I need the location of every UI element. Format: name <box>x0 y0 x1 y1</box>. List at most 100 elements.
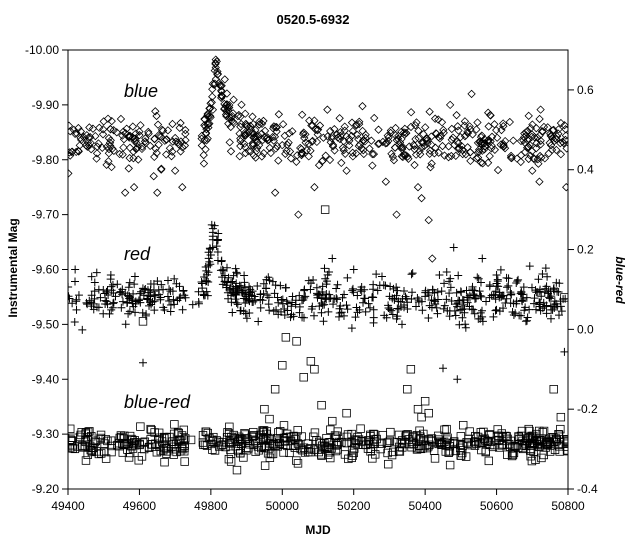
x-tick-label: 49600 <box>123 499 157 513</box>
data-point-red <box>435 270 444 279</box>
data-point-blue <box>436 131 446 141</box>
data-point-red <box>231 290 240 299</box>
data-point-blue <box>457 142 466 151</box>
data-point-blue-red <box>520 439 530 448</box>
data-point-red <box>87 272 96 281</box>
data-point-red <box>322 290 331 299</box>
data-point-blue <box>439 125 448 135</box>
data-point-blue <box>210 66 219 75</box>
data-point-blue <box>214 78 224 88</box>
data-point-blue <box>483 158 493 167</box>
data-point-red <box>439 304 448 313</box>
data-point-blue <box>270 132 280 141</box>
data-point-blue-red <box>524 424 533 434</box>
data-point-blue-red <box>337 438 346 447</box>
data-point-blue <box>370 113 379 123</box>
data-point-blue-red <box>420 396 430 406</box>
data-point-blue <box>556 150 566 159</box>
data-point-blue <box>426 163 435 172</box>
data-point-blue <box>397 143 406 152</box>
data-point-red <box>456 306 465 315</box>
data-point-red <box>228 277 237 286</box>
y2-tick-label: -0.4 <box>577 482 598 496</box>
data-point-red <box>355 305 364 314</box>
data-point-blue <box>310 183 319 192</box>
data-point-red <box>320 300 329 309</box>
data-point-red <box>168 287 177 296</box>
data-point-blue <box>278 120 288 129</box>
data-point-blue-red <box>342 432 351 442</box>
data-point-blue-red <box>177 443 186 453</box>
data-point-blue <box>269 122 279 131</box>
data-point-red <box>392 314 401 323</box>
data-point-red <box>72 305 81 314</box>
data-point-blue <box>98 130 108 139</box>
data-point-blue <box>120 188 130 197</box>
data-point-blue-red <box>424 442 433 451</box>
data-point-red <box>280 311 289 320</box>
data-point-blue-red <box>419 429 428 439</box>
data-point-blue-red <box>165 432 174 442</box>
data-point-red <box>393 304 402 313</box>
data-point-red <box>534 275 543 284</box>
data-point-blue <box>240 128 249 138</box>
data-point-blue-red <box>138 317 148 326</box>
data-point-blue-red <box>325 448 335 457</box>
data-point-blue-red <box>536 437 545 447</box>
data-point-red <box>454 271 463 280</box>
data-point-blue <box>229 95 238 104</box>
data-point-blue <box>153 188 162 197</box>
data-point-blue-red <box>269 439 278 449</box>
data-point-blue <box>317 157 327 166</box>
data-point-blue <box>552 132 562 141</box>
data-point-blue <box>328 142 338 151</box>
data-point-red <box>343 305 352 314</box>
data-point-red <box>458 313 467 322</box>
data-point-red <box>313 291 322 300</box>
data-point-red <box>118 285 127 294</box>
data-point-blue <box>463 143 472 152</box>
data-point-blue <box>84 133 93 142</box>
data-point-red <box>123 298 132 307</box>
data-point-blue <box>447 135 456 144</box>
data-point-blue <box>252 132 262 141</box>
data-point-red <box>319 317 328 326</box>
data-point-red <box>198 284 207 293</box>
data-point-blue-red <box>417 412 426 422</box>
data-point-blue <box>225 103 234 112</box>
data-point-blue <box>95 123 104 132</box>
data-point-blue <box>410 160 419 170</box>
data-point-red <box>74 291 83 300</box>
data-point-red <box>231 264 240 273</box>
data-point-red <box>468 285 477 294</box>
data-point-blue <box>155 132 164 141</box>
data-point-red <box>254 317 263 326</box>
data-point-blue-red <box>279 448 288 457</box>
data-point-blue <box>490 145 500 154</box>
data-point-red <box>125 307 134 316</box>
data-point-red <box>440 279 449 288</box>
y-tick-label: -9.40 <box>32 372 60 386</box>
data-point-blue <box>206 99 215 108</box>
data-point-red <box>273 293 282 302</box>
data-point-blue <box>144 127 153 137</box>
data-point-red <box>283 299 292 308</box>
data-point-blue <box>134 155 143 164</box>
data-point-blue <box>210 80 219 89</box>
data-point-blue <box>561 125 568 134</box>
data-point-blue <box>460 121 469 130</box>
data-point-red <box>256 303 265 312</box>
data-point-blue <box>453 122 462 131</box>
data-point-red <box>113 280 122 289</box>
y-axis-right: -0.4 -0.2 0.0 0.2 0.4 0.6 <box>568 83 598 496</box>
data-point-red <box>250 292 259 301</box>
data-point-blue <box>271 144 280 153</box>
data-point-red <box>295 308 304 317</box>
data-point-blue-red <box>281 333 291 342</box>
data-point-red <box>128 299 137 308</box>
data-point-red <box>470 294 479 303</box>
data-point-blue <box>410 145 419 154</box>
data-point-red <box>70 318 79 327</box>
data-point-red <box>445 289 454 298</box>
data-point-blue <box>107 116 116 126</box>
